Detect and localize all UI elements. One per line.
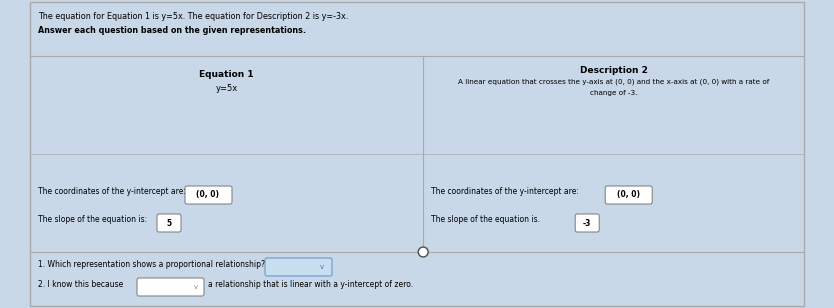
Text: a relationship that is linear with a y-intercept of zero.: a relationship that is linear with a y-i… [208, 280, 413, 289]
Text: (0, 0): (0, 0) [197, 191, 219, 200]
Text: Description 2: Description 2 [580, 66, 647, 75]
Text: y=5x: y=5x [215, 84, 238, 93]
FancyBboxPatch shape [137, 278, 204, 296]
FancyBboxPatch shape [605, 186, 652, 204]
Text: -3: -3 [583, 218, 591, 228]
Text: The slope of the equation is.: The slope of the equation is. [431, 214, 540, 224]
FancyBboxPatch shape [265, 258, 332, 276]
Text: 1. Which representation shows a proportional relationship?: 1. Which representation shows a proporti… [38, 260, 265, 269]
Text: The coordinates of the y-intercept are:: The coordinates of the y-intercept are: [38, 187, 186, 196]
Text: (0, 0): (0, 0) [616, 191, 640, 200]
FancyBboxPatch shape [185, 186, 232, 204]
Text: The equation for Equation 1 is y=5x. The equation for Description 2 is y=-3x.: The equation for Equation 1 is y=5x. The… [38, 12, 349, 21]
Text: 2. I know this because: 2. I know this because [38, 280, 123, 289]
Text: Answer each question based on the given representations.: Answer each question based on the given … [38, 26, 306, 35]
Text: v: v [320, 264, 324, 270]
FancyBboxPatch shape [575, 214, 599, 232]
Text: v: v [193, 284, 198, 290]
FancyBboxPatch shape [157, 214, 181, 232]
Text: A linear equation that crosses the y-axis at (0, 0) and the x-axis at (0, 0) wit: A linear equation that crosses the y-axi… [458, 78, 769, 84]
Text: change of -3.: change of -3. [590, 90, 637, 96]
Text: 5: 5 [167, 218, 172, 228]
Circle shape [418, 247, 428, 257]
Text: Equation 1: Equation 1 [199, 70, 254, 79]
Text: The slope of the equation is:: The slope of the equation is: [38, 214, 147, 224]
Text: The coordinates of the y-intercept are:: The coordinates of the y-intercept are: [431, 187, 579, 196]
Circle shape [420, 249, 427, 256]
